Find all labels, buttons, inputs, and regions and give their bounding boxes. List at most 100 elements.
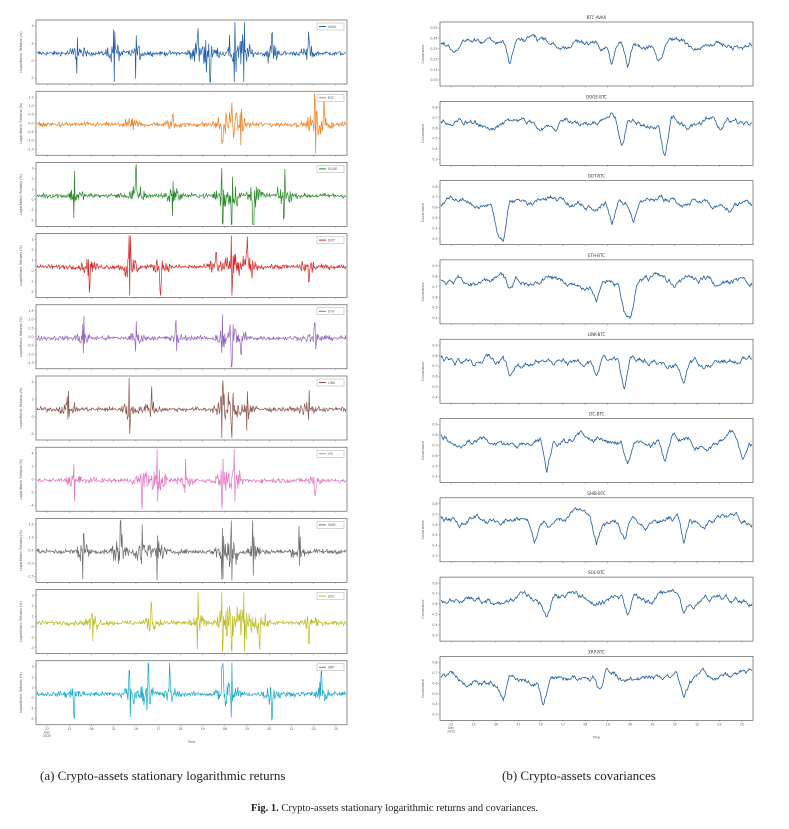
covariance-ytick-label: 0.3 [432,713,437,717]
returns-xtick-label: 2020 [43,734,51,738]
legend [316,236,345,244]
series-line-avax [36,21,347,83]
covariance-panel-ltc-btc: LTC-BTC Covariance 0.9 0.8 0.7 0.6 0.5 0.4 [421,412,754,485]
returns-ytick-label: -2 [30,717,33,721]
legend [316,165,345,173]
covariance-ytick-label: 0.6 [432,602,437,606]
y-axis-label: Covariance [421,124,425,143]
plot-frame [439,418,754,483]
covariance-ytick-label: 0.8 [432,275,437,279]
legend-label: AVAX [328,25,337,29]
legend-label: XRP [328,666,334,670]
covariance-ytick-label: 0.4 [432,475,437,479]
panel-title: DOGE-BTC [586,94,607,99]
legend-label: LTC [328,452,334,456]
covariance-ytick-label: 0.7 [432,195,437,199]
returns-ytick-label: 4 [31,451,33,455]
plot-frame [439,497,754,563]
y-axis-label: Covariance [421,44,425,63]
series-line-ltc [36,449,347,510]
covariance-xtick-label: 19 [606,722,610,726]
y-axis-label: Logarithmic Returns (%) [19,31,23,73]
covariance-line-doge-btc [440,112,753,157]
covariance-xtick-label: 13 [472,722,476,726]
plot-frame [439,259,754,325]
covariance-line-ltc-btc [440,429,753,473]
y-axis-label: Covariance [421,362,425,381]
covariance-xtick-label: 29 [650,722,654,726]
returns-ytick-label: 1 [31,259,33,263]
returns-panel-ltc: Logarithmic Returns (%) 4 2 0 -2 -4 LTC [19,446,348,513]
returns-ytick-label: 0 [31,696,33,700]
returns-ytick-label: 0.0 [28,121,33,125]
returns-xtick-label: 12 [289,727,293,731]
plot-frame [439,338,754,404]
returns-ytick-label: 2 [31,177,33,181]
covariance-panel-shib-btc: SHIB-BTC Covariance 0.8 0.7 0.6 0.5 0.4 0.3 [421,491,754,564]
returns-ytick-label: 3 [31,238,33,242]
plot-frame [439,101,754,166]
legend-label: ETH [328,310,335,314]
panel-title: SOL-BTC [588,570,605,575]
covariance-ytick-label: 0.9 [432,343,437,347]
covariance-ytick-label: 0.7 [432,116,437,120]
legend-label: BTC [328,96,335,100]
returns-panel-doge: Logarithmic Returns (%) 3 2 1 0 -1 -2 DOGE [19,162,348,228]
covariance-xtick-label: 06 [494,722,498,726]
covariance-ytick-label: 0.9 [432,264,437,268]
covariance-ytick-label: 0.05 [430,78,437,82]
y-axis-label: Logarithmic Returns (%) [19,529,23,571]
series-line-dot [36,235,347,296]
returns-ytick-label: 0.0 [28,335,33,339]
covariance-ytick-label: 0.7 [432,444,437,448]
y-axis-label: Logarithmic Returns (%) [19,244,23,286]
returns-ytick-label: -0.5 [27,562,33,566]
returns-ytick-label: 0.5 [28,326,33,330]
covariance-ytick-label: 0.7 [432,512,437,516]
returns-ytick-label: 1 [31,615,33,619]
returns-ytick-label: -1 [30,707,33,711]
returns-ytick-label: 3 [31,665,33,669]
covariance-ytick-label: 0.8 [432,661,437,665]
covariance-ytick-label: 0.7 [432,285,437,289]
covariance-ytick-label: 0.3 [432,237,437,241]
returns-ytick-label: -0.5 [27,344,33,348]
returns-ytick-label: -2 [30,290,33,294]
covariance-xtick-label: 16 [539,722,543,726]
panel-title: LINK-BTC [588,332,606,337]
returns-xtick-label: 17 [156,727,160,731]
panel-title: BTC-AVAX [587,15,607,20]
plot-frame [35,19,348,85]
covariance-panel-btc-avax: BTC-AVAX Covariance 0.55 0.45 0.35 0.25 0.15 0.… [421,15,754,88]
series-line-btc [36,93,347,154]
returns-ytick-label: 1.5 [28,309,33,313]
covariance-ytick-label: 0.8 [432,581,437,585]
panel-title: ETH-BTC [588,253,605,258]
returns-xtick-label: 16 [134,727,138,731]
covariance-panel-dot-btc: DOT-BTC Covariance 0.8 0.7 0.6 0.5 0.4 0.3 [421,174,754,247]
covariance-ytick-label: 0.8 [432,106,437,110]
returns-ytick-label: 2 [31,42,33,46]
covariance-ytick-label: 0.5 [432,692,437,696]
covariance-panel-doge-btc: DOGE-BTC Covariance 0.8 0.7 0.6 0.5 0.4 0.3 [421,94,754,167]
covariance-ytick-label: 0.7 [432,671,437,675]
covariance-xtick-label: Dec [448,726,454,730]
covariance-ytick-label: 0.8 [432,433,437,437]
covariance-ytick-label: 0.6 [432,454,437,458]
legend [316,592,345,600]
covariance-ytick-label: 0.4 [432,147,437,151]
covariance-xtick-label: 22 [449,722,453,726]
covariance-line-eth-btc [440,271,753,319]
covariance-ytick-label: 0.5 [432,464,437,468]
covariance-ytick-label: 0.4 [432,395,437,399]
plot-frame [439,576,754,642]
returns-ytick-label: 0 [31,415,33,419]
covariance-ytick-label: 0.6 [432,681,437,685]
x-axis-label: Time [187,740,196,744]
returns-xtick-label: 20 [267,727,271,731]
panel-title: LTC-BTC [589,412,605,417]
y-axis-label: Covariance [421,600,425,619]
returns-ytick-label: 3 [31,594,33,598]
returns-ytick-label: 2 [31,675,33,679]
